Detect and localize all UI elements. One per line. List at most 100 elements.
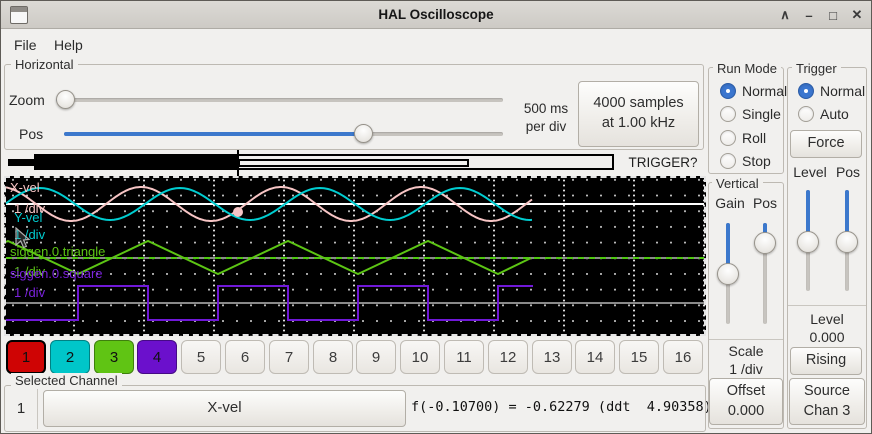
channel-button-12[interactable]: 12	[488, 340, 528, 374]
scope-display[interactable]: X-vel 1 /div Y-vel 1 /div siggen.0.triangle 1…	[4, 176, 706, 336]
trigger-level-value: 0.000	[809, 329, 845, 345]
channel-button-4[interactable]: 4	[137, 340, 177, 374]
channel-button-9[interactable]: 9	[356, 340, 396, 374]
scope-channel-label: 1 /div	[14, 201, 46, 216]
radio-button-selected[interactable]	[720, 82, 736, 99]
channel-button-15[interactable]: 15	[619, 340, 659, 374]
slider-handle[interactable]	[836, 231, 858, 254]
slider-fill	[726, 223, 730, 274]
channel-button-8[interactable]: 8	[313, 340, 353, 374]
slider-handle[interactable]	[56, 90, 75, 109]
trigger-level-slider[interactable]	[797, 190, 819, 291]
record-bar-start	[8, 159, 34, 166]
radio-button[interactable]	[720, 152, 736, 169]
channel-button-3[interactable]: 3	[94, 340, 134, 374]
channel-button-7[interactable]: 7	[269, 340, 309, 374]
radio-label: Stop	[742, 152, 771, 169]
scope-traces	[6, 186, 704, 321]
trigger-edge-button[interactable]: Rising	[790, 347, 862, 375]
channel-button-5[interactable]: 5	[181, 340, 221, 374]
vertical-separator	[709, 339, 783, 340]
menu-bar: File Help	[2, 30, 870, 57]
run-mode-option-normal[interactable]: Normal	[720, 82, 787, 99]
vertical-pos-slider-label: Pos	[752, 195, 778, 211]
selected-channel-group	[4, 385, 706, 432]
slider-track[interactable]	[763, 223, 767, 324]
run-mode-option-stop[interactable]: Stop	[720, 152, 771, 169]
radio-label: Normal	[742, 82, 788, 99]
scope-channel-label: 1 /div	[14, 264, 46, 279]
trigger-level-slider-label: Level	[793, 164, 827, 180]
scope-channel-label: siggen.0.square	[10, 266, 103, 281]
radio-label: Single	[742, 105, 781, 122]
vertical-pos-slider[interactable]	[754, 223, 776, 324]
scope-channel-label: siggen.0.triangle	[10, 244, 106, 259]
scope-channel-label: X-vel	[10, 180, 40, 195]
pos-slider-label: Pos	[19, 126, 44, 142]
channel-button-14[interactable]: 14	[575, 340, 615, 374]
trace-siggen.0.square	[6, 285, 533, 321]
channel-source-button[interactable]: X-vel	[43, 390, 406, 427]
channel-button-2[interactable]: 2	[50, 340, 90, 374]
channel-button-10[interactable]: 10	[400, 340, 440, 374]
run-mode-option-single[interactable]: Single	[720, 105, 781, 122]
radio-button[interactable]	[720, 129, 736, 146]
menu-file[interactable]: File	[14, 37, 37, 53]
slider-handle[interactable]	[754, 231, 776, 254]
close-button[interactable]: ✕	[851, 7, 863, 22]
trigger-source-button[interactable]: Source Chan 3	[789, 378, 865, 425]
channel-button-11[interactable]: 11	[444, 340, 484, 374]
scope-channel-label: 1 /div	[14, 285, 46, 300]
record-bar-fill	[36, 156, 238, 168]
vertical-gain-slider[interactable]	[717, 223, 739, 324]
record-bar-cursor[interactable]	[237, 150, 239, 178]
radio-label: Auto	[820, 105, 849, 122]
trigger-group-label: Trigger	[792, 61, 841, 76]
slider-handle[interactable]	[717, 262, 739, 285]
trigger-separator	[788, 305, 866, 306]
vertical-group-label: Vertical	[712, 176, 763, 191]
title-bar: HAL Oscilloscope ∧ – □ ✕	[1, 1, 871, 29]
record-bar-window	[238, 159, 469, 167]
trigger-status-label: TRIGGER?	[628, 155, 698, 170]
selected-channel-number: 1	[16, 400, 26, 417]
channel-button-16[interactable]: 16	[663, 340, 703, 374]
run-mode-options: Normal Single Roll Stop	[714, 67, 787, 174]
record-bar-outline	[34, 154, 614, 170]
radio-button[interactable]	[720, 105, 736, 122]
trigger-mode-option-normal[interactable]: Normal	[798, 82, 865, 99]
slider-handle[interactable]	[353, 124, 373, 143]
horizontal-pos-slider[interactable]	[64, 124, 503, 143]
time-per-div: 500 ms per div	[523, 101, 569, 134]
channel-button-13[interactable]: 13	[532, 340, 572, 374]
minimize-button[interactable]: –	[805, 7, 813, 23]
trigger-mode-options: Normal Auto	[792, 67, 866, 127]
trigger-force-button[interactable]: Force	[790, 130, 862, 158]
slider-handle[interactable]	[797, 231, 819, 254]
trigger-level-caption: Level	[810, 311, 844, 327]
trigger-pos-slider[interactable]	[836, 190, 858, 291]
slider-track[interactable]	[56, 98, 503, 102]
channel-value-readout: f(-0.10700) = -0.62279 (ddt 4.90358)	[411, 399, 712, 415]
horizontal-zoom-slider[interactable]	[56, 90, 503, 109]
channel-button-row: 1 2 3 4 5 6 7 8 9 10 11 12 13 14 15 16	[6, 340, 706, 374]
radio-button[interactable]	[798, 105, 814, 122]
sample-rate-button[interactable]: 4000 samples at 1.00 kHz	[578, 81, 699, 147]
radio-button-selected[interactable]	[798, 82, 814, 99]
shade-button[interactable]: ∧	[780, 7, 790, 22]
channel-button-6[interactable]: 6	[225, 340, 265, 374]
scope-channel-label: Y-vel	[14, 210, 43, 225]
trigger-mode-option-auto[interactable]: Auto	[798, 105, 849, 122]
trace-Y-vel	[6, 186, 533, 222]
channel-button-1[interactable]: 1	[6, 340, 46, 374]
vertical-offset-button[interactable]: Offset 0.000	[709, 378, 783, 425]
menu-help[interactable]: Help	[54, 37, 83, 53]
radio-label: Normal	[820, 82, 866, 99]
app-icon	[10, 6, 28, 24]
scope-channel-label: 1 /div	[14, 227, 46, 242]
slider-fill	[64, 132, 364, 136]
trace-siggen.0.triangle	[6, 239, 532, 276]
run-mode-option-roll[interactable]: Roll	[720, 129, 766, 146]
maximize-button[interactable]: □	[829, 7, 837, 23]
